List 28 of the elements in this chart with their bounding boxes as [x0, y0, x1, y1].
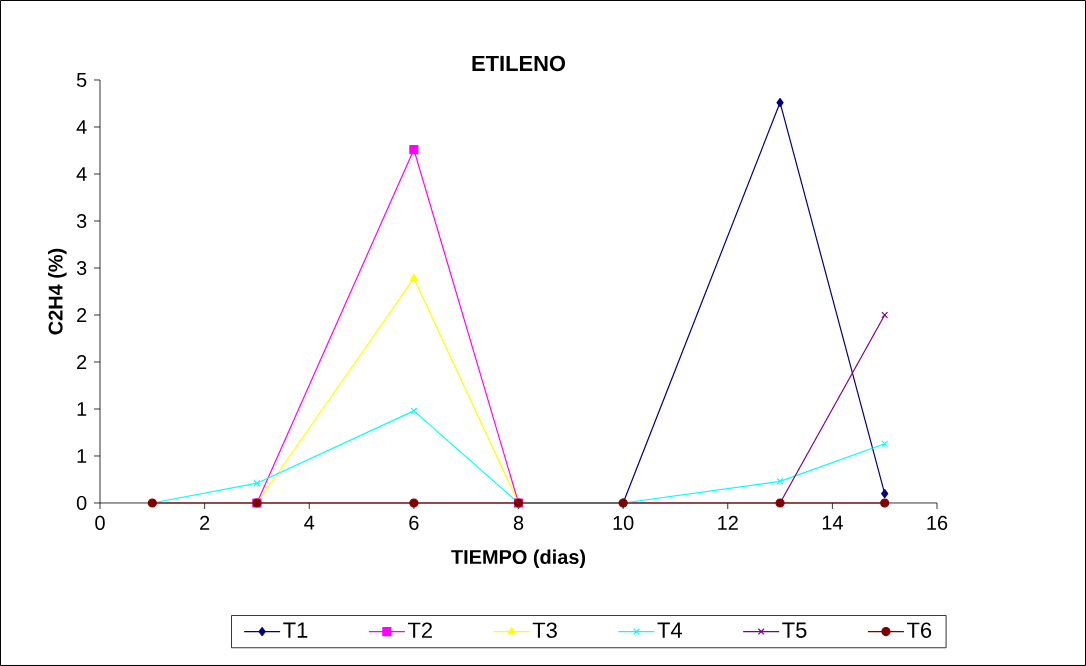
y-tick-label: 2: [77, 308, 87, 322]
y-tick-label: 1: [77, 449, 87, 463]
legend-label: T6: [907, 622, 932, 638]
x-tick-label: 4: [304, 515, 315, 530]
x-tick-label: 0: [95, 515, 105, 530]
chart-title: ETILENO: [472, 55, 566, 72]
y-axis-title: C2H4 (%): [48, 248, 67, 335]
y-tick-label: 2: [77, 355, 87, 369]
x-tick-label: 6: [409, 515, 419, 530]
legend-label: T5: [782, 622, 807, 638]
y-tick-label: 0: [76, 495, 87, 511]
x-tick-label: 14: [822, 515, 843, 530]
legend-label: T1: [283, 622, 308, 638]
x-tick-label: 12: [718, 515, 738, 530]
y-tick-label: 3: [76, 213, 87, 229]
y-tick-label: 5: [76, 73, 87, 87]
y-tick-label: 4: [76, 167, 87, 181]
x-tick-label: 2: [200, 515, 210, 530]
y-tick-label: 3: [76, 260, 87, 276]
x-tick-label: 16: [927, 515, 948, 530]
y-tick-label: 1: [77, 402, 87, 416]
y-tick-label: 4: [76, 120, 87, 134]
x-axis-title: TIEMPO (dias): [451, 549, 586, 568]
legend-label: T2: [407, 622, 432, 638]
legend-label: T3: [532, 622, 557, 638]
x-tick-label: 8: [513, 515, 524, 530]
legend-label: T4: [657, 622, 682, 638]
x-tick-label: 10: [613, 515, 634, 530]
